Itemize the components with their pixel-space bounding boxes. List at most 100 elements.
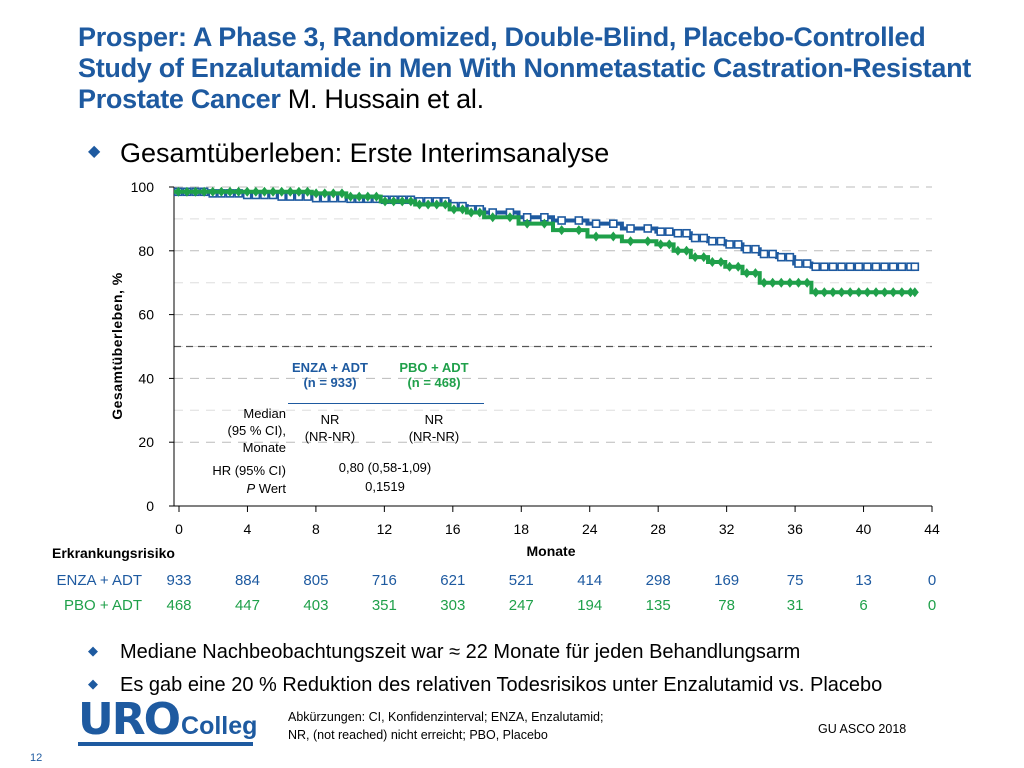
censor-marker-enza	[574, 216, 584, 225]
risk-cell: 303	[440, 597, 466, 614]
page-number: 12	[30, 752, 43, 764]
censor-marker-enza	[897, 262, 907, 272]
risk-cell: 75	[786, 572, 804, 589]
inset-row2-label: HR (95% CI)	[212, 463, 286, 478]
inset-col-enza-name: ENZA + ADT	[292, 360, 368, 375]
main-bullet: ◆ Gesamtüberleben: Erste Interimsanalyse	[88, 138, 609, 169]
censor-marker-pbo	[811, 287, 820, 298]
censor-marker-pbo	[863, 287, 872, 298]
risk-cell: 621	[440, 572, 466, 589]
censor-marker-pbo	[475, 207, 484, 218]
censor-marker-enza	[863, 262, 872, 272]
risk-cell: 31	[786, 597, 804, 614]
inset-col-pbo: PBO + ADT (n = 468)	[384, 360, 484, 390]
censor-marker-pbo	[880, 287, 889, 298]
risk-cell: 414	[577, 572, 603, 589]
x-axis-label: Monate	[527, 543, 576, 559]
inset-row1-enza: NR (NR-NR)	[280, 411, 380, 445]
inset-row3-label-italic: P	[246, 481, 256, 496]
censor-marker-pbo	[592, 231, 601, 242]
censor-marker-enza	[708, 236, 717, 246]
censor-marker-enza	[608, 219, 618, 228]
inset-row3-label-text: Wert	[255, 481, 286, 496]
censor-marker-pbo	[458, 204, 467, 215]
x-tick-label: 44	[924, 521, 940, 537]
risk-cell: 6	[859, 597, 868, 614]
censor-marker-enza	[871, 262, 881, 272]
x-tick-label: 24	[582, 521, 598, 537]
censor-marker-pbo	[906, 287, 915, 298]
censor-marker-pbo	[691, 252, 700, 263]
censor-marker-pbo	[406, 196, 415, 207]
censor-marker-enza	[725, 240, 734, 249]
censor-marker-pbo	[303, 186, 312, 197]
x-tick-label: 32	[719, 521, 735, 537]
censor-marker-pbo	[234, 186, 243, 197]
bullet-text: Es gab eine 20 % Reduktion des relativen…	[120, 674, 883, 696]
censor-marker-pbo	[389, 196, 398, 207]
censor-marker-pbo	[523, 218, 532, 229]
inset-header-rule	[288, 403, 484, 404]
x-tick-label: 16	[445, 521, 461, 537]
censor-marker-pbo	[381, 196, 390, 207]
series-line-enza	[174, 189, 915, 269]
censor-marker-enza	[643, 224, 653, 233]
x-tick-label: 0	[175, 521, 183, 537]
censor-marker-pbo	[505, 212, 514, 223]
censor-marker-pbo	[626, 236, 635, 247]
x-tick-label: 28	[650, 521, 666, 537]
censor-marker-pbo	[269, 186, 278, 197]
censor-marker-pbo	[415, 199, 424, 210]
censor-marker-pbo	[673, 245, 682, 256]
y-tick-label: 0	[146, 498, 154, 514]
logo-colleg: Colleg	[181, 712, 258, 740]
risk-row-label: PBO + ADT	[64, 597, 142, 614]
y-axis-label: Gesamtüberleben, %	[109, 272, 125, 420]
censor-marker-pbo	[760, 277, 769, 288]
main-bullet-text: Gesamtüberleben: Erste Interimsanalyse	[120, 138, 610, 168]
censor-marker-pbo	[609, 231, 618, 242]
risk-cell: 521	[508, 572, 534, 589]
censor-marker-enza	[673, 228, 683, 238]
censor-marker-pbo	[725, 261, 734, 272]
inset-enza-median: NR	[320, 412, 340, 427]
censor-marker-enza	[699, 233, 709, 243]
title-authors: M. Hussain et al.	[287, 84, 484, 114]
inset-row2-value: 0,80 (0,58-1,09)	[338, 460, 432, 475]
censor-marker-pbo	[897, 287, 906, 298]
risk-cell: 169	[714, 572, 740, 589]
censor-marker-pbo	[363, 191, 372, 202]
censor-marker-enza	[682, 228, 691, 238]
censor-marker-pbo	[777, 277, 786, 288]
censor-marker-enza	[888, 262, 898, 272]
censor-marker-enza	[811, 262, 821, 272]
urocolleg-logo: UROColleg	[78, 694, 257, 745]
x-tick-label: 4	[244, 521, 252, 537]
censor-marker-pbo	[734, 261, 743, 272]
censor-marker-enza	[759, 249, 769, 259]
bullet-text: Mediane Nachbeobachtungszeit war ≈ 22 Mo…	[120, 641, 801, 663]
censor-marker-pbo	[398, 196, 407, 207]
censor-marker-pbo	[872, 287, 881, 298]
censor-marker-enza	[557, 216, 566, 225]
inset-enza-ci: (NR-NR)	[304, 429, 356, 444]
inset-row1-label: Median (95 % CI), Monate	[190, 405, 286, 456]
risk-cell: 298	[645, 572, 671, 589]
censor-marker-pbo	[846, 287, 855, 298]
censor-marker-pbo	[208, 186, 217, 197]
censor-marker-pbo	[716, 256, 725, 267]
abbreviations-line1: Abkürzungen: CI, Konfidenzinterval; ENZA…	[288, 710, 604, 724]
risk-cell: 13	[855, 572, 872, 589]
inset-row3-label: P Wert	[180, 481, 287, 496]
censor-marker-pbo	[312, 188, 321, 199]
censor-marker-enza	[845, 262, 855, 272]
censor-marker-pbo	[708, 256, 717, 267]
censor-marker-enza	[794, 259, 803, 268]
censor-marker-pbo	[294, 186, 303, 197]
censor-marker-pbo	[794, 277, 803, 288]
censor-marker-pbo	[182, 186, 191, 197]
censor-marker-enza	[626, 224, 635, 233]
censor-marker-pbo	[243, 186, 252, 197]
censor-marker-pbo	[441, 199, 450, 210]
